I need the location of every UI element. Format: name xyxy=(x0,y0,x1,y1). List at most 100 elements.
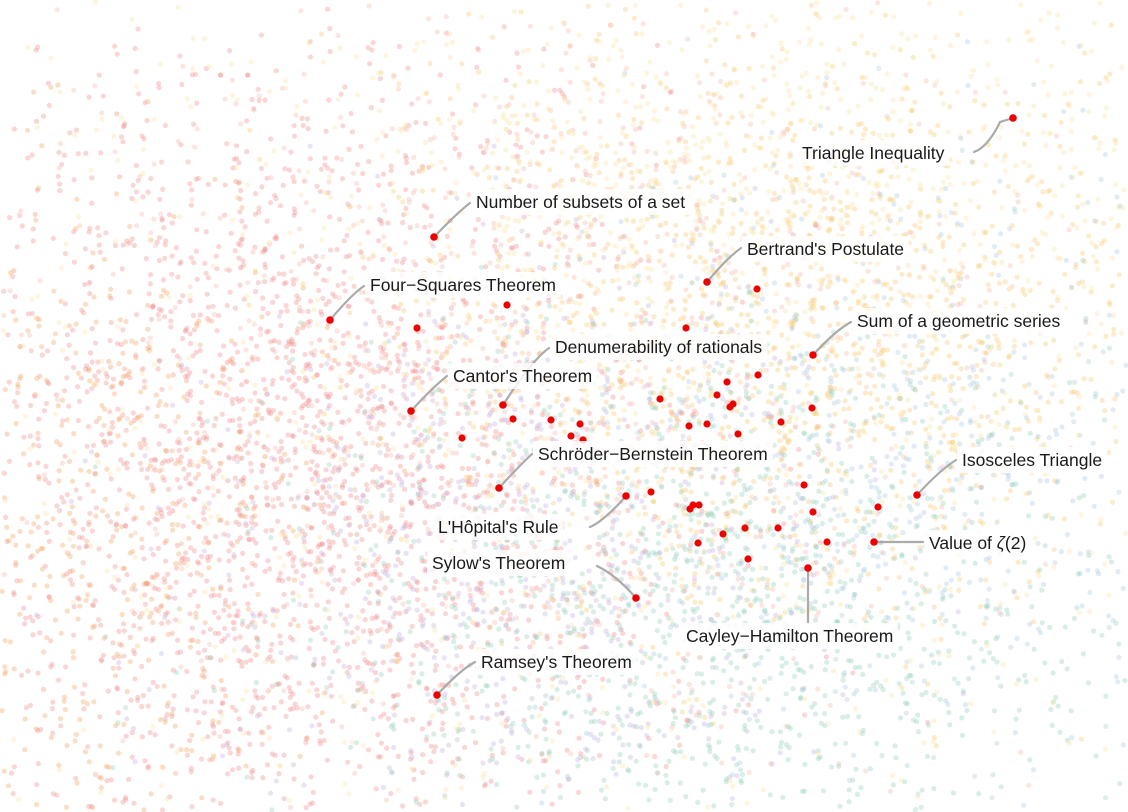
cloud-point xyxy=(844,518,850,524)
cloud-point xyxy=(862,390,868,396)
cloud-point xyxy=(262,261,268,267)
cloud-point xyxy=(313,714,319,720)
cloud-point xyxy=(793,557,799,563)
cloud-point xyxy=(644,265,650,271)
cloud-point xyxy=(358,250,364,256)
cloud-point xyxy=(699,179,705,185)
cloud-point xyxy=(868,209,875,215)
cloud-point xyxy=(572,407,578,413)
cloud-point xyxy=(559,299,565,305)
cloud-point xyxy=(246,730,252,736)
cloud-point xyxy=(485,458,491,464)
cloud-point xyxy=(408,454,414,460)
cloud-point xyxy=(447,54,453,61)
cloud-point xyxy=(434,366,440,372)
cloud-point xyxy=(741,147,748,154)
cloud-point xyxy=(414,587,420,593)
cloud-point xyxy=(949,439,955,445)
cloud-point xyxy=(770,53,776,60)
cloud-point xyxy=(445,480,451,486)
cloud-point xyxy=(261,377,267,383)
cloud-point xyxy=(581,149,587,155)
cloud-point xyxy=(317,542,323,548)
cloud-point xyxy=(195,720,202,726)
cloud-point xyxy=(841,542,847,549)
cloud-point xyxy=(294,330,300,336)
cloud-point xyxy=(201,540,207,546)
cloud-point xyxy=(137,173,143,179)
cloud-point xyxy=(718,724,724,730)
cloud-point xyxy=(692,176,698,182)
cloud-point xyxy=(440,317,446,323)
cloud-point xyxy=(355,577,361,583)
cloud-point xyxy=(379,481,385,487)
cloud-point xyxy=(258,165,265,172)
cloud-point xyxy=(704,569,711,575)
cloud-point xyxy=(628,170,635,176)
cloud-point xyxy=(955,275,961,281)
cloud-point xyxy=(194,570,200,576)
cloud-point xyxy=(180,293,186,299)
cloud-point xyxy=(685,244,692,250)
cloud-point xyxy=(284,675,290,681)
cloud-point xyxy=(958,366,964,372)
cloud-point xyxy=(527,23,533,29)
cloud-point xyxy=(162,716,168,722)
cloud-point xyxy=(360,493,366,499)
cloud-point xyxy=(434,322,440,328)
cloud-point xyxy=(196,560,202,566)
cloud-point xyxy=(487,624,493,630)
cloud-point xyxy=(1116,272,1122,278)
cloud-point xyxy=(326,97,332,103)
cloud-point xyxy=(569,511,575,517)
cloud-point xyxy=(356,566,362,572)
cloud-point xyxy=(618,370,624,376)
cloud-point xyxy=(415,345,422,352)
cloud-point xyxy=(189,72,195,78)
cloud-point xyxy=(35,460,41,466)
cloud-point xyxy=(977,241,984,248)
cloud-point xyxy=(576,735,582,741)
cloud-point xyxy=(110,376,117,382)
cloud-point xyxy=(262,248,268,254)
cloud-point xyxy=(335,282,341,288)
cloud-point xyxy=(290,637,296,643)
cloud-point xyxy=(238,428,244,434)
cloud-point xyxy=(813,222,819,228)
cloud-point xyxy=(788,319,794,325)
cloud-point xyxy=(366,660,373,667)
cloud-point xyxy=(474,585,480,591)
cloud-point xyxy=(847,443,853,449)
cloud-point xyxy=(71,87,77,93)
cloud-cluster-1 xyxy=(1,0,1079,811)
cloud-point xyxy=(439,335,445,341)
cloud-point xyxy=(173,245,179,251)
cloud-point xyxy=(558,67,565,73)
cloud-point xyxy=(967,198,974,204)
cloud-point xyxy=(909,566,915,572)
cloud-point xyxy=(154,573,160,579)
cloud-point xyxy=(249,581,255,587)
cloud-point xyxy=(231,620,237,626)
cloud-point xyxy=(716,219,723,225)
cloud-point xyxy=(146,340,152,346)
cloud-point xyxy=(217,72,224,78)
cloud-point xyxy=(556,218,562,224)
cloud-point xyxy=(771,508,777,514)
cloud-point xyxy=(1057,143,1063,150)
cloud-point xyxy=(246,302,252,308)
cloud-point xyxy=(514,340,521,346)
cloud-point xyxy=(730,358,736,364)
cloud-point xyxy=(787,224,793,230)
cloud-point xyxy=(291,776,297,782)
cloud-point xyxy=(947,383,953,389)
cloud-point xyxy=(1007,353,1013,359)
cloud-point xyxy=(354,560,360,567)
cloud-point xyxy=(567,79,573,85)
cloud-point xyxy=(591,182,597,188)
cloud-point xyxy=(811,301,817,307)
cloud-point xyxy=(360,684,366,690)
cloud-point xyxy=(805,499,812,505)
cloud-point xyxy=(174,501,180,507)
cloud-point xyxy=(819,208,825,214)
